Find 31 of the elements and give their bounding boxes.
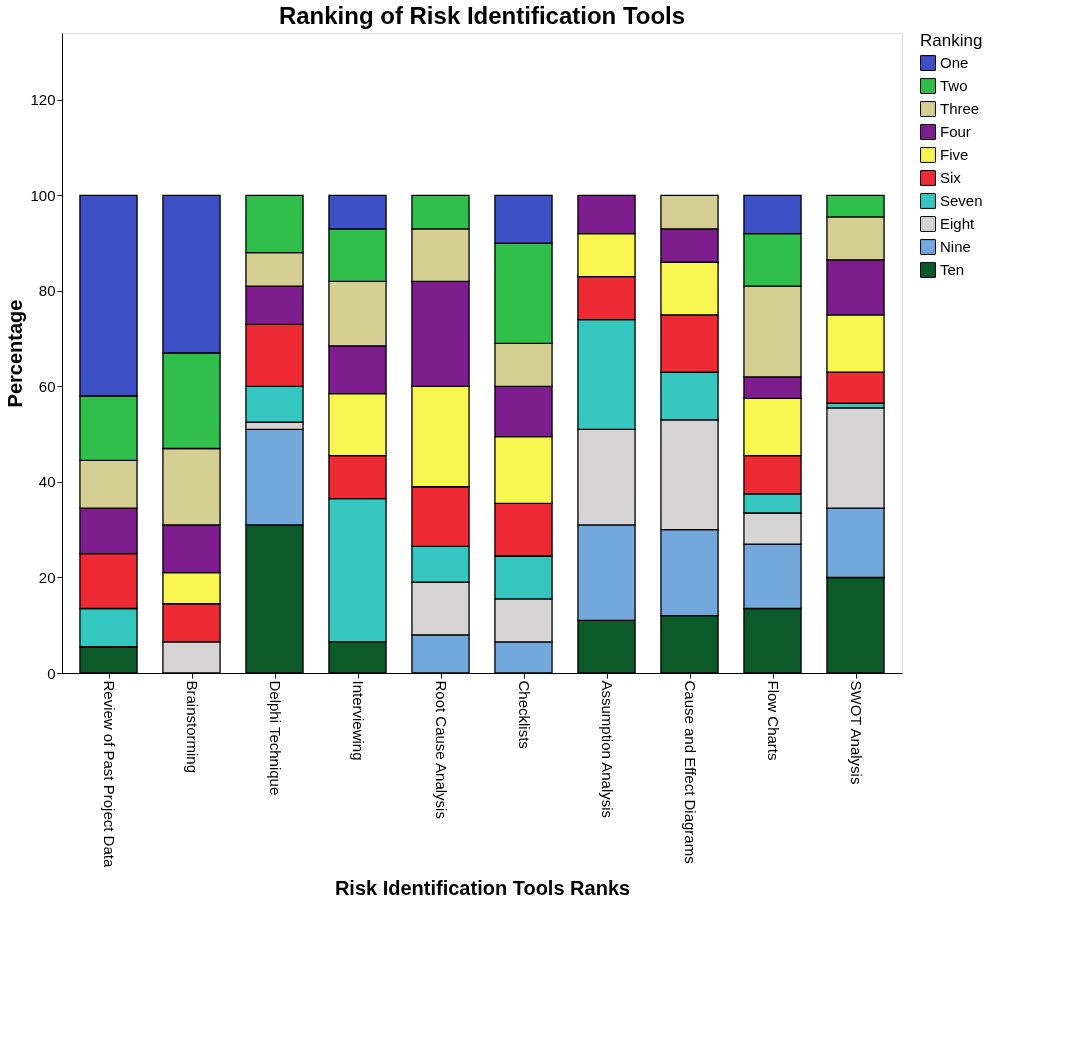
x-tick-label: Delphi Technique xyxy=(267,680,284,796)
legend-label: Four xyxy=(940,123,971,140)
x-tick-label: Brainstorming xyxy=(184,680,201,774)
y-axis-title: Percentage xyxy=(4,299,27,408)
x-tick-label: Assumption Analysis xyxy=(599,680,616,819)
y-tick-label: 0 xyxy=(47,664,56,682)
y-tick-label: 60 xyxy=(38,377,56,395)
legend-label: Three xyxy=(940,100,980,117)
legend-label: One xyxy=(940,54,969,71)
x-tick-label: Checklists xyxy=(516,680,533,749)
legend-label: Five xyxy=(940,146,969,163)
legend-label: Nine xyxy=(940,238,971,255)
y-tick-label: 40 xyxy=(38,473,56,491)
y-tick-label: 100 xyxy=(30,186,56,204)
y-tick-label: 20 xyxy=(38,568,56,586)
x-tick-label: SWOT Analysis xyxy=(848,680,865,785)
x-tick-label: Interviewing xyxy=(350,680,367,761)
legend-label: Two xyxy=(940,77,968,94)
x-tick-label: Flow Charts xyxy=(765,680,782,761)
legend-label: Eight xyxy=(940,215,976,232)
x-tick-label: Review of Past Project Data xyxy=(101,680,118,868)
y-tick-label: 120 xyxy=(30,91,56,109)
legend-label: Seven xyxy=(940,192,983,209)
legend-label: Six xyxy=(940,169,962,186)
legend-title: Ranking xyxy=(920,31,983,50)
y-tick-label: 80 xyxy=(38,282,56,300)
legend-label: Ten xyxy=(940,261,965,278)
chart-title: Ranking of Risk Identification Tools xyxy=(278,2,686,29)
x-tick-label: Cause and Effect Diagrams xyxy=(682,680,699,864)
x-axis-title: Risk Identification Tools Ranks xyxy=(334,877,631,900)
x-tick-label: Root Cause Analysis xyxy=(433,680,450,819)
